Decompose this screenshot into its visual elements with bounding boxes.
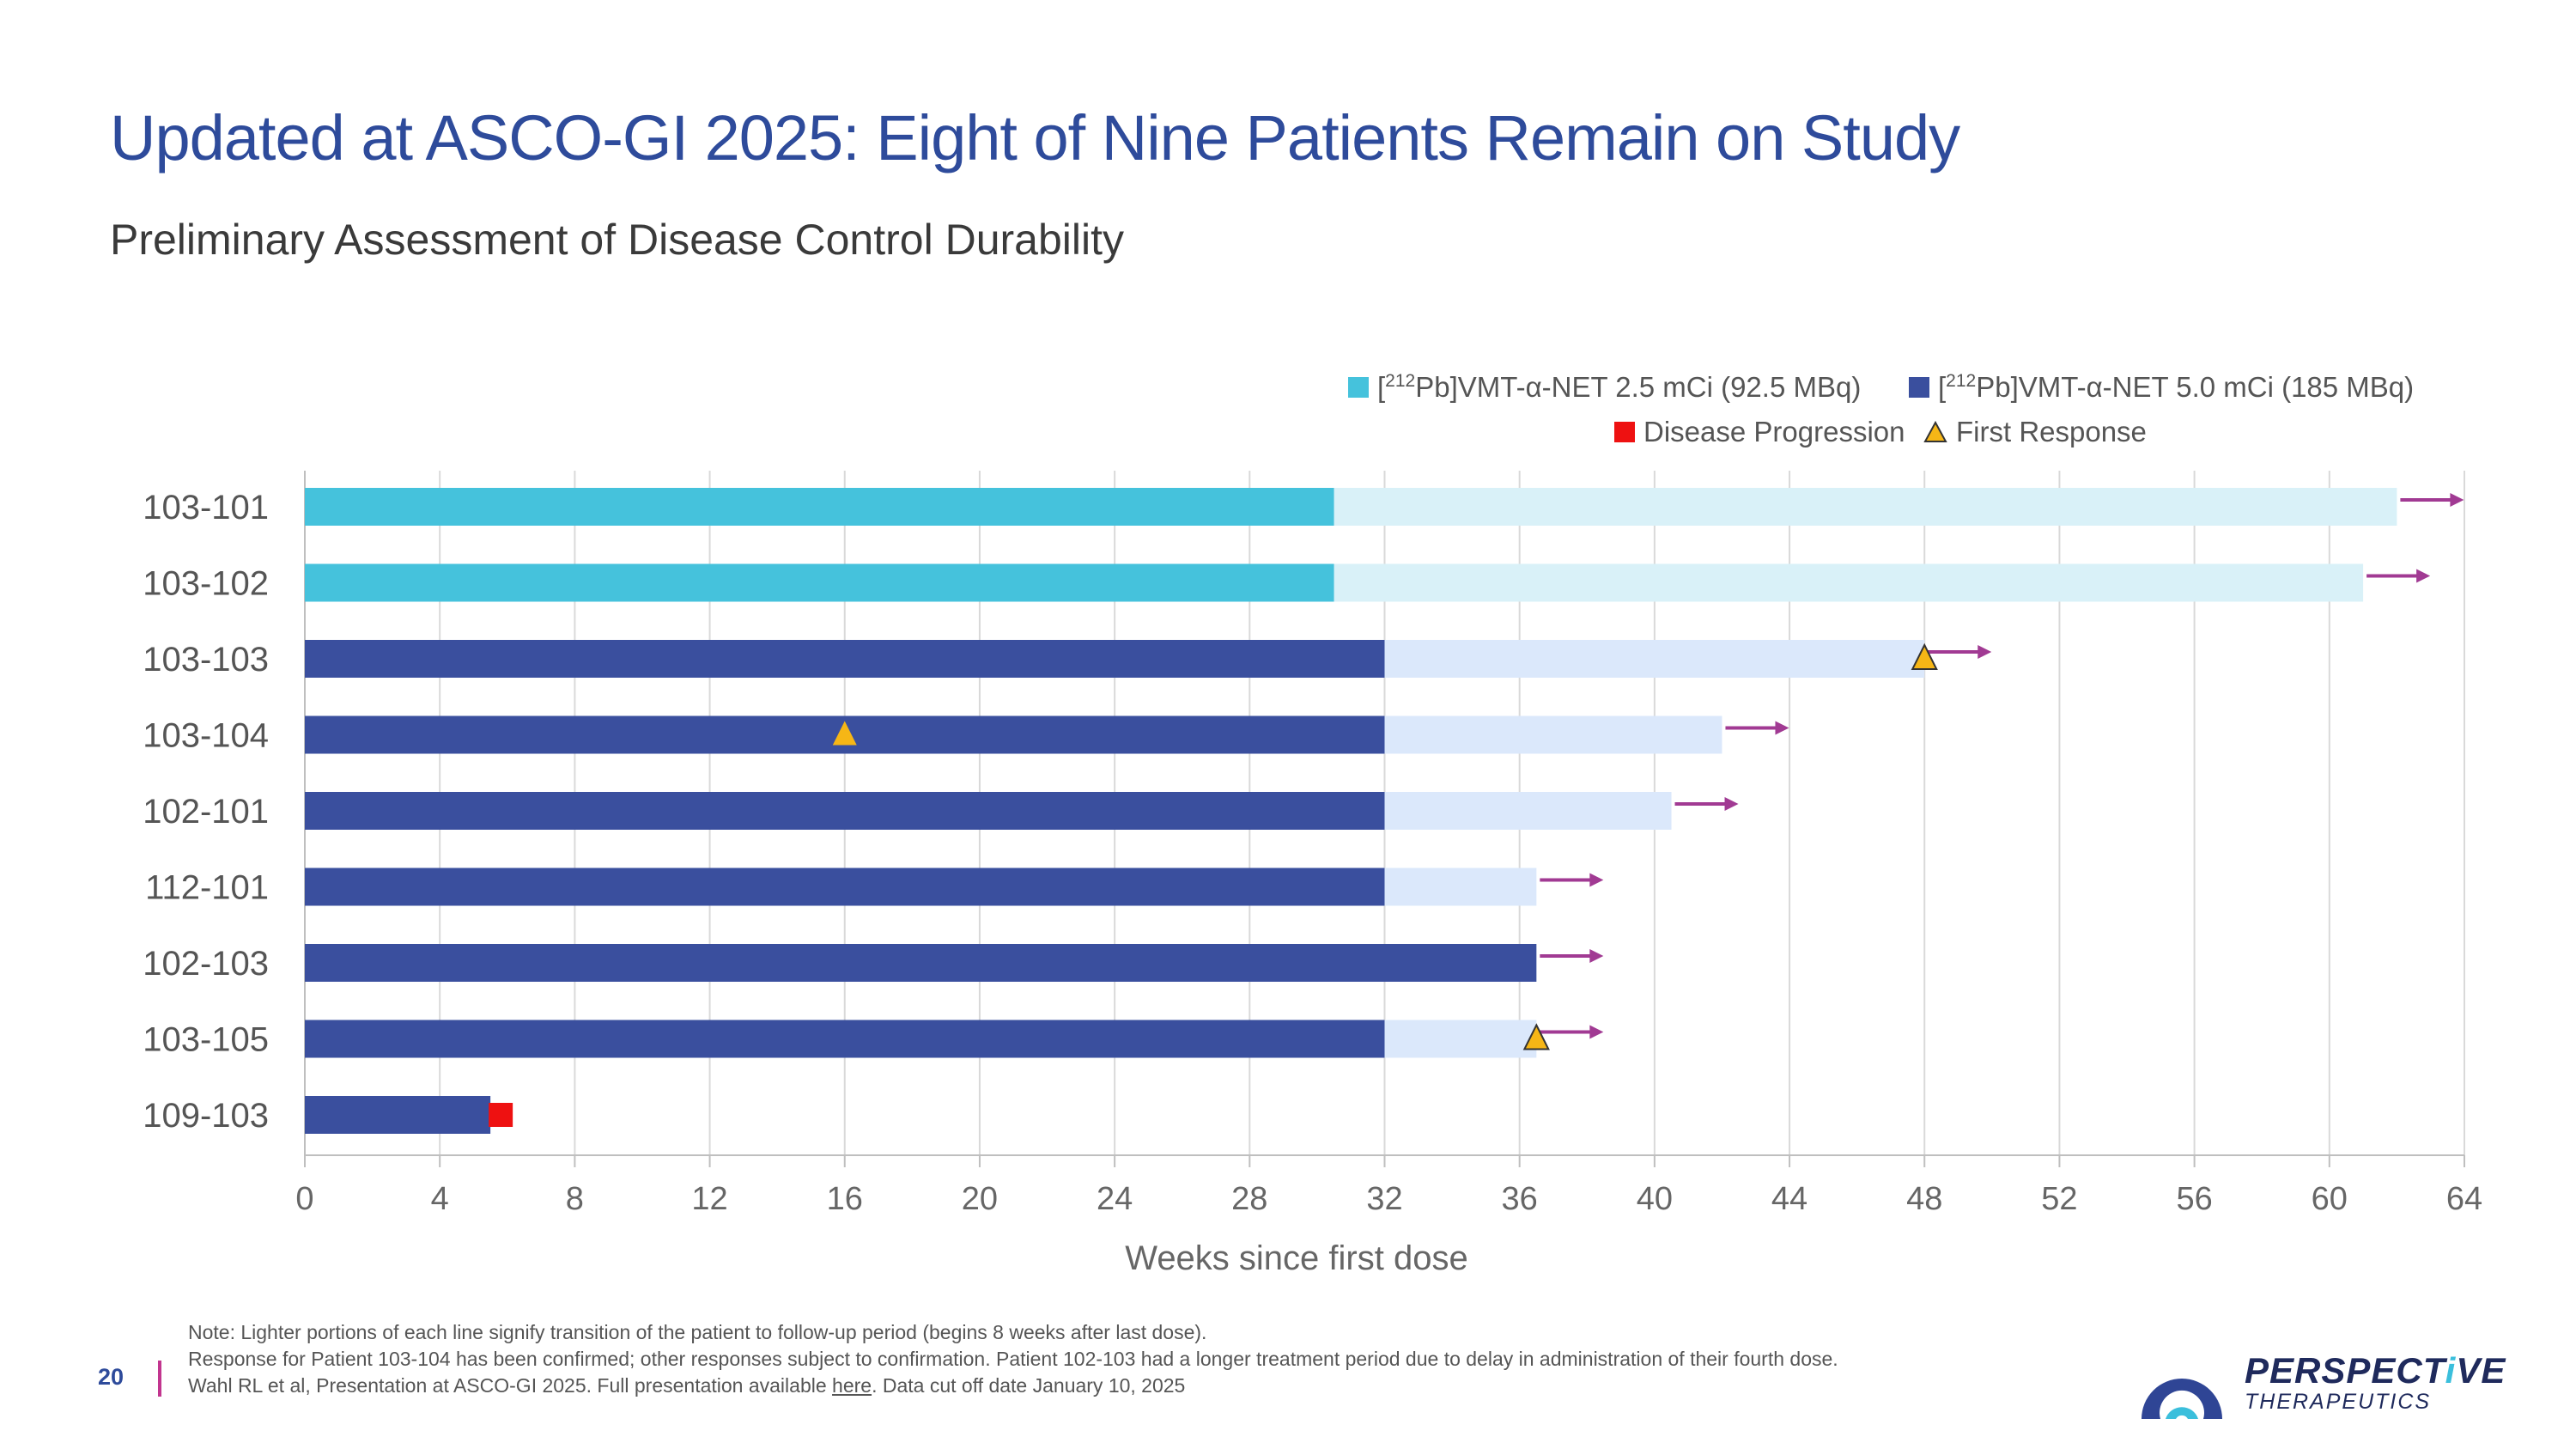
- ongoing-arrowhead: [1775, 721, 1789, 735]
- legend-label-low-dose: [212Pb]VMT-α-NET 2.5 mCi (92.5 MBq): [1377, 371, 1862, 403]
- legend-label-high-dose: [212Pb]VMT-α-NET 5.0 mCi (185 MBq): [1938, 371, 2415, 403]
- followup-bar: [1384, 640, 1925, 678]
- treatment-bar: [305, 563, 1334, 602]
- legend-label-response: First Response: [1956, 416, 2147, 447]
- page-divider: [158, 1361, 161, 1397]
- x-tick-label: 56: [2176, 1181, 2212, 1217]
- footer-note-1: Note: Lighter portions of each line sign…: [188, 1321, 1207, 1343]
- company-logo: PERSPECTiVE THERAPEUTICS: [2135, 1340, 2506, 1426]
- ongoing-arrowhead: [1724, 797, 1739, 811]
- footer-notes: Note: Lighter portions of each line sign…: [188, 1319, 1838, 1399]
- slide-title: Updated at ASCO-GI 2025: Eight of Nine P…: [110, 102, 1960, 174]
- presentation-link[interactable]: here: [832, 1374, 872, 1397]
- treatment-bar: [305, 944, 1537, 982]
- legend-item-high-dose: [212Pb]VMT-α-NET 5.0 mCi (185 MBq): [1909, 371, 2414, 404]
- progression-marker: [489, 1103, 513, 1127]
- ongoing-arrowhead: [1589, 873, 1604, 887]
- legend-item-response: First Response: [1923, 416, 2147, 448]
- patient-label: 102-101: [143, 793, 269, 831]
- x-tick-label: 20: [962, 1181, 998, 1217]
- patient-label: 112-101: [145, 869, 269, 907]
- patient-label: 103-101: [143, 489, 269, 527]
- patient-label: 103-104: [143, 717, 269, 755]
- x-tick-label: 12: [691, 1181, 727, 1217]
- followup-bar: [1334, 563, 2364, 602]
- logo-subtitle: THERAPEUTICS: [2245, 1390, 2432, 1414]
- x-axis-title: Weeks since first dose: [1125, 1239, 1467, 1277]
- x-tick-label: 64: [2446, 1181, 2482, 1217]
- patient-label: 103-105: [143, 1021, 269, 1059]
- x-tick-label: 36: [1502, 1181, 1538, 1217]
- x-tick-label: 48: [1906, 1181, 1942, 1217]
- ongoing-arrowhead: [2450, 493, 2464, 507]
- x-tick-label: 32: [1366, 1181, 1402, 1217]
- patient-label: 103-102: [143, 565, 269, 603]
- first-response-marker: [1911, 642, 1938, 670]
- ongoing-arrowhead: [1978, 645, 1992, 659]
- treatment-bar: [305, 792, 1385, 830]
- x-tick-label: 4: [431, 1181, 449, 1217]
- followup-bar: [1334, 488, 2397, 526]
- legend-item-low-dose: [212Pb]VMT-α-NET 2.5 mCi (92.5 MBq): [1348, 371, 1861, 404]
- legend-label-progression: Disease Progression: [1643, 416, 1905, 447]
- x-tick-label: 28: [1231, 1181, 1267, 1217]
- slide-subtitle: Preliminary Assessment of Disease Contro…: [110, 216, 1124, 264]
- legend-swatch-low-dose: [1348, 377, 1369, 398]
- legend-swatch-progression: [1614, 422, 1635, 442]
- ongoing-arrowhead: [1589, 1025, 1604, 1039]
- followup-bar: [1384, 715, 1722, 754]
- followup-bar: [1384, 1020, 1537, 1058]
- footer-citation: Wahl RL et al, Presentation at ASCO-GI 2…: [188, 1374, 1186, 1397]
- x-tick-label: 24: [1097, 1181, 1133, 1217]
- legend-swatch-high-dose: [1909, 377, 1929, 398]
- swimmer-chart: 0 4 8 12 16 20 24 28 32 36 40 44 48 52 56 60 64103-10110…: [143, 471, 2482, 1277]
- x-tick-label: 40: [1637, 1181, 1673, 1217]
- ongoing-arrowhead: [1589, 949, 1604, 963]
- ongoing-arrowhead: [2416, 569, 2431, 583]
- treatment-bar: [305, 868, 1385, 906]
- treatment-bar: [305, 640, 1385, 678]
- x-tick-label: 52: [2041, 1181, 2077, 1217]
- x-tick-label: 16: [827, 1181, 863, 1217]
- x-tick-label: 60: [2312, 1181, 2348, 1217]
- legend-item-progression: Disease Progression: [1614, 416, 1905, 448]
- first-response-marker: [1522, 1023, 1550, 1050]
- x-tick-label: 8: [566, 1181, 584, 1217]
- x-tick-label: 44: [1771, 1181, 1807, 1217]
- treatment-bar: [305, 1096, 491, 1134]
- first-response-marker: [832, 721, 857, 746]
- logo-wordmark: PERSPECTiVE: [2245, 1350, 2506, 1391]
- treatment-bar: [305, 1020, 1385, 1058]
- footer-note-2: Response for Patient 103-104 has been co…: [188, 1348, 1838, 1370]
- patient-label: 109-103: [143, 1097, 269, 1135]
- x-tick-label: 0: [295, 1181, 313, 1217]
- patient-label: 103-103: [143, 641, 269, 679]
- patient-label: 102-103: [143, 945, 269, 983]
- perspective-logo-icon: [2142, 1379, 2222, 1419]
- followup-bar: [1384, 868, 1537, 906]
- treatment-bar: [305, 488, 1334, 526]
- followup-bar: [1384, 792, 1672, 830]
- legend-triangle-icon: [1923, 421, 1947, 442]
- page-number: 20: [98, 1364, 125, 1390]
